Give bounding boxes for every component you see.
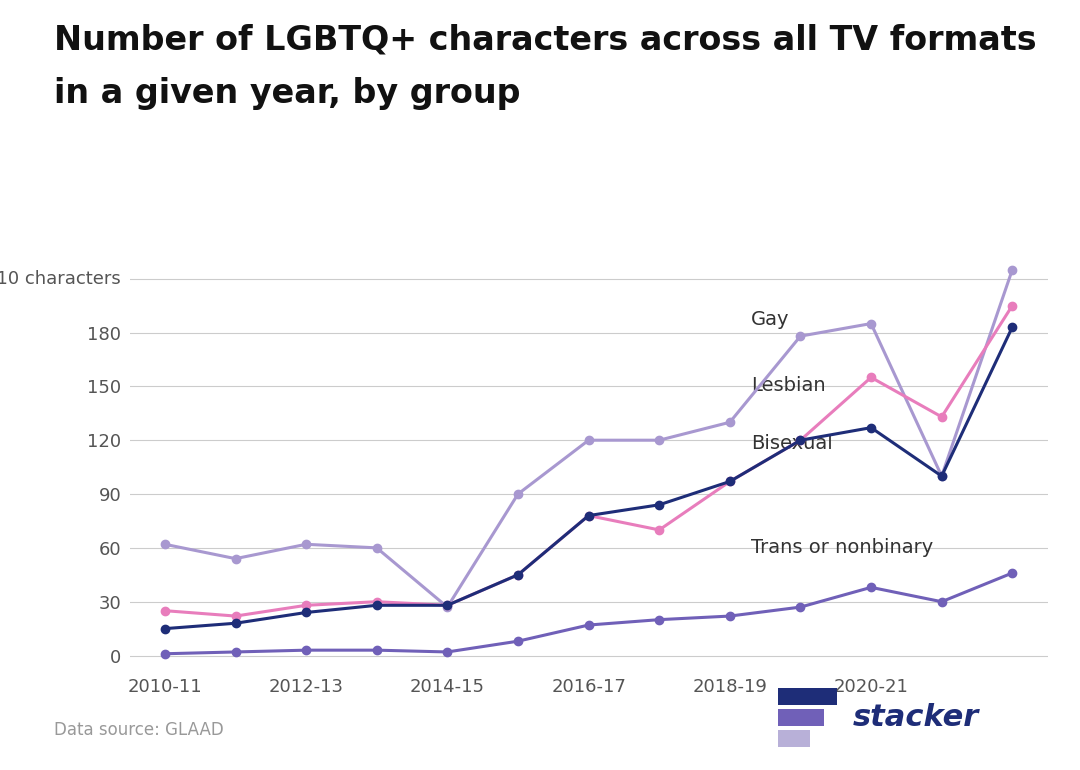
Text: 210 characters: 210 characters (0, 270, 120, 288)
Text: Bisexual: Bisexual (751, 434, 833, 453)
Text: Lesbian: Lesbian (751, 377, 825, 395)
Text: Gay: Gay (751, 310, 789, 329)
Text: Number of LGBTQ+ characters across all TV formats: Number of LGBTQ+ characters across all T… (54, 23, 1037, 56)
Text: stacker: stacker (853, 703, 980, 732)
Text: Trans or nonbinary: Trans or nonbinary (751, 538, 933, 557)
Text: in a given year, by group: in a given year, by group (54, 77, 521, 110)
Text: Data source: GLAAD: Data source: GLAAD (54, 721, 224, 739)
